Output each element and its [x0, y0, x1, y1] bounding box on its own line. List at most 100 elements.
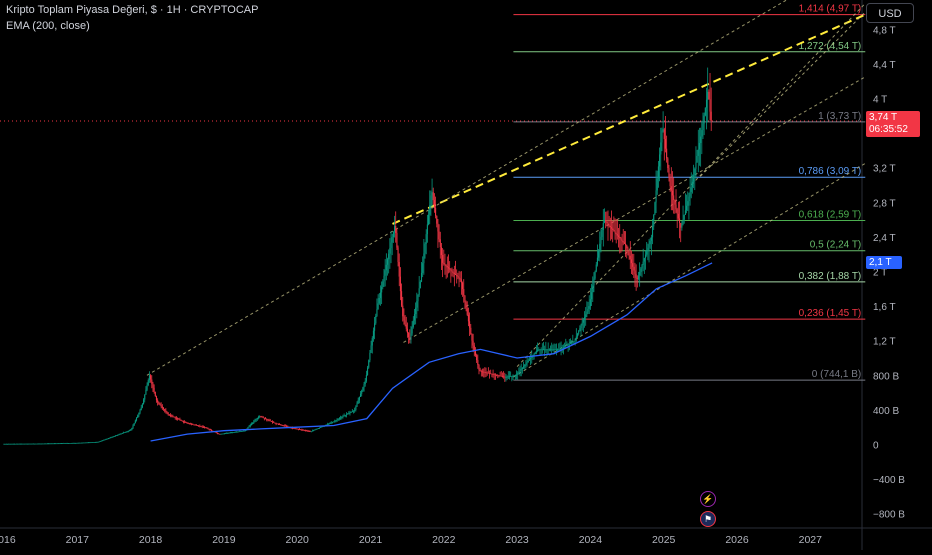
candle-body [564, 346, 566, 348]
candle-body [9, 443, 11, 445]
y-tick-label: −800 B [873, 510, 905, 521]
candle-body [296, 428, 298, 430]
us-flag-icon[interactable]: ⚑ [700, 511, 716, 527]
candle-body [494, 374, 496, 376]
candle-body [521, 367, 523, 370]
candle-body [566, 345, 568, 346]
candle-body [668, 168, 670, 178]
candle-body [110, 437, 112, 439]
candle-body [426, 224, 428, 235]
candle-body [642, 261, 644, 266]
candle-body [594, 271, 596, 279]
candle-body [306, 430, 308, 432]
candle-body [71, 443, 73, 444]
candle-body [547, 349, 549, 351]
candle-body [105, 439, 107, 440]
candle-body [359, 393, 362, 397]
candle-body [186, 422, 188, 424]
candle-body [599, 243, 601, 251]
candle-body [540, 349, 542, 351]
candle-body [216, 432, 218, 434]
lightning-icon[interactable]: ⚡ [700, 491, 716, 507]
candle-body [202, 426, 204, 428]
candle-body [276, 423, 278, 425]
candle-body [683, 214, 685, 220]
candle-body [411, 326, 413, 334]
candle-body [194, 424, 196, 426]
candle-body [91, 442, 93, 443]
candle-body [472, 340, 474, 346]
candle-body [35, 443, 37, 445]
candle-body [188, 423, 190, 425]
candle-body [598, 250, 600, 258]
x-tick-label: 2027 [799, 534, 823, 546]
y-tick-label: 2,4 T [873, 233, 896, 244]
candle-body [65, 443, 67, 444]
candle-body [341, 417, 343, 418]
candle-body [119, 433, 121, 435]
candle-body [29, 443, 31, 445]
y-tick-label: 2,8 T [873, 198, 896, 209]
candle-body [589, 299, 591, 307]
candle-body [403, 316, 405, 321]
candle-body [479, 369, 481, 372]
candle-body [689, 191, 691, 197]
candle-body [46, 443, 48, 445]
candle-body [218, 433, 220, 435]
candle-body [693, 175, 695, 182]
candle-body [19, 443, 21, 445]
y-tick-label: 2 T [873, 268, 887, 279]
candle-body [456, 275, 458, 277]
candle-body [250, 423, 253, 426]
candle-body [673, 195, 675, 200]
candle-body [634, 270, 636, 275]
candle-body [424, 243, 426, 254]
candle-body [435, 207, 437, 216]
candle-body [338, 418, 340, 420]
candle-body [709, 99, 711, 112]
candle-body [220, 433, 222, 435]
candle-body [219, 433, 221, 435]
candle-body [330, 422, 332, 424]
candle-body [139, 410, 141, 413]
candle-body [211, 430, 213, 431]
candle-body [93, 442, 95, 443]
candle-body [687, 201, 689, 206]
candle-body [682, 219, 684, 225]
candle-body [442, 255, 444, 263]
candle-body [508, 376, 511, 378]
candle-body [49, 443, 51, 445]
candle-body [135, 417, 138, 421]
candle-body [460, 279, 462, 283]
candle-body [431, 192, 433, 196]
candle-body [620, 238, 622, 240]
candle-body [451, 270, 453, 272]
candle-body [386, 259, 389, 265]
candle-body [459, 278, 461, 280]
fib-level-label: 0,5 (2,24 T) [810, 240, 862, 251]
candle-body [57, 443, 59, 445]
candle-body [662, 129, 664, 131]
candle-body [541, 349, 543, 351]
currency-button[interactable]: USD [866, 3, 914, 23]
candle-body [694, 168, 696, 176]
x-tick-label: 2021 [359, 534, 383, 546]
candle-body [92, 442, 94, 443]
candle-body [609, 225, 611, 228]
candle-body [523, 366, 525, 368]
candle-body [367, 367, 369, 376]
candle-body [101, 440, 104, 442]
indicator-legend[interactable]: EMA (200, close) [6, 20, 90, 32]
candle-body [579, 328, 581, 332]
candle-body [657, 166, 659, 179]
candle-body [498, 375, 500, 377]
candle-body [644, 254, 647, 259]
candle-body [159, 403, 161, 406]
candle-body [111, 437, 113, 438]
candle-body [500, 375, 502, 377]
candle-body [331, 422, 333, 423]
candle-body [698, 143, 701, 150]
candle-body [586, 311, 588, 315]
